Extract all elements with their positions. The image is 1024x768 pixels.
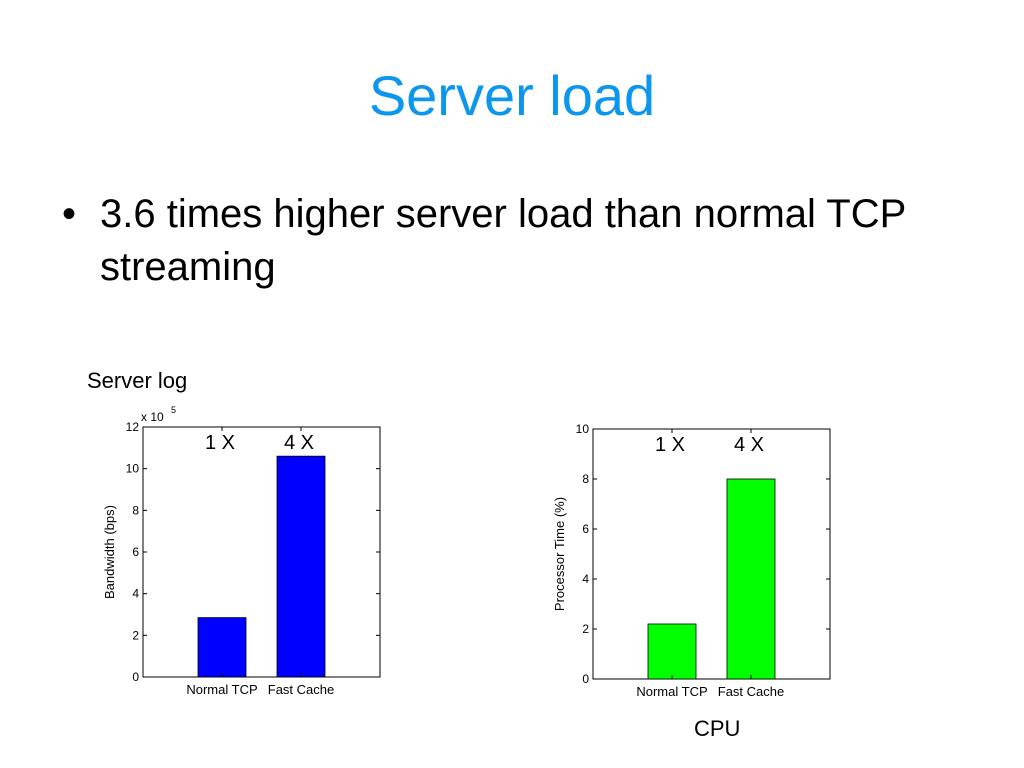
bandwidth-ytick-label: 2 xyxy=(132,628,139,642)
bandwidth-plot-frame xyxy=(142,426,381,678)
bullet-item: • 3.6 times higher server load than norm… xyxy=(62,188,962,294)
cpu-xtick-label: Normal TCP xyxy=(636,684,707,699)
bandwidth-bar-annotation: 1 X xyxy=(205,432,235,454)
cpu-bar-annotation: 4 X xyxy=(734,434,764,456)
bandwidth-xtick-label: Fast Cache xyxy=(268,682,334,697)
cpu-ytick-label: 6 xyxy=(582,522,589,536)
bandwidth-ylabel: Bandwidth (bps) xyxy=(102,505,117,599)
bandwidth-ytick-label: 0 xyxy=(132,670,139,684)
cpu-bar-1 xyxy=(726,478,776,680)
cpu-bar-0 xyxy=(647,623,697,680)
bandwidth-ytick-label: 8 xyxy=(132,503,139,517)
bandwidth-ytick-label: 12 xyxy=(126,420,140,434)
bandwidth-bar-0 xyxy=(197,617,247,678)
slide-title: Server load xyxy=(368,64,656,127)
bandwidth-bar-1 xyxy=(276,455,326,678)
bandwidth-exponent-power: 5 xyxy=(171,405,176,415)
cpu-ytick-label: 8 xyxy=(582,472,589,486)
bullet-text: 3.6 times higher server load than normal… xyxy=(100,192,906,289)
bandwidth-ytick-label: 10 xyxy=(126,462,140,476)
cpu-ytick-label: 0 xyxy=(582,672,589,686)
cpu-ylabel: Processor Time (%) xyxy=(552,497,567,611)
cpu-plot-frame xyxy=(592,428,831,680)
bullet-dot: • xyxy=(62,192,77,236)
cpu-xtick-label: Fast Cache xyxy=(718,684,784,699)
cpu-bar-annotation: 1 X xyxy=(655,434,685,456)
cpu-ytick-label: 4 xyxy=(582,572,589,586)
caption-cpu: CPU xyxy=(694,716,741,741)
bandwidth-bar-annotation: 4 X xyxy=(284,432,314,454)
caption-server-log: Server log xyxy=(87,368,188,393)
cpu-ytick-label: 10 xyxy=(576,422,590,436)
bandwidth-xtick-label: Normal TCP xyxy=(186,682,257,697)
bandwidth-ytick-label: 4 xyxy=(132,587,139,601)
bandwidth-ytick-label: 6 xyxy=(132,545,139,559)
cpu-ytick-label: 2 xyxy=(582,622,589,636)
bullet-list: • 3.6 times higher server load than norm… xyxy=(62,188,962,294)
bandwidth-exponent-base: x 10 xyxy=(141,410,164,424)
